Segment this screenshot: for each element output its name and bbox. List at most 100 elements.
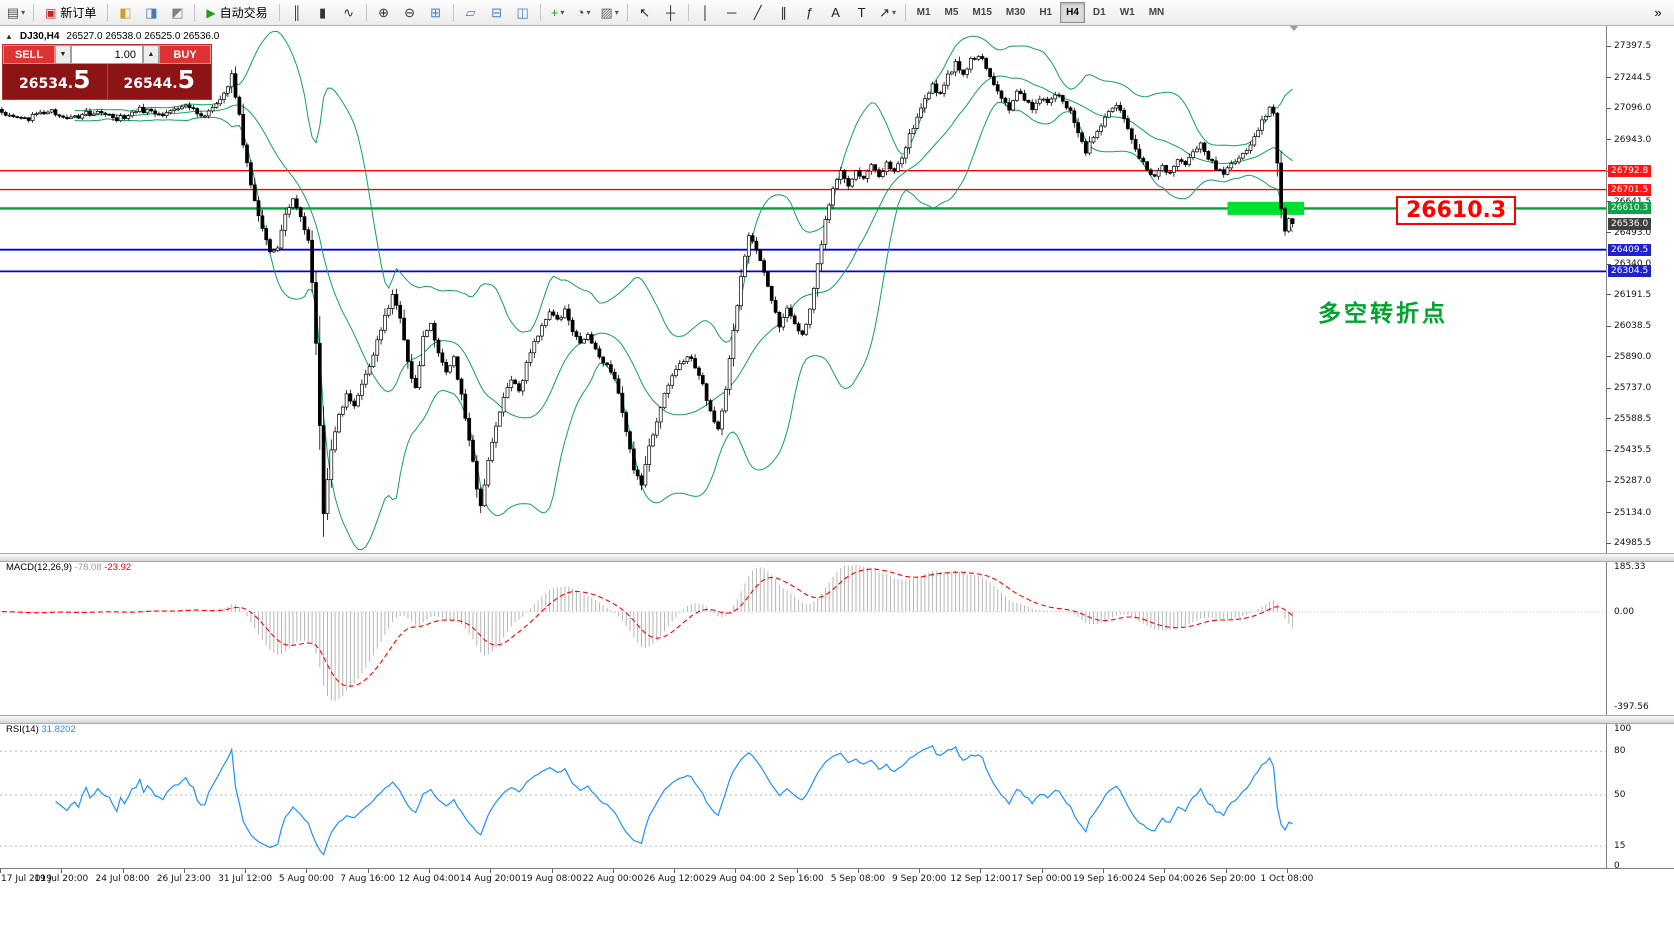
timeframe-mn-button[interactable]: MN [1148, 7, 1165, 18]
new-order-button[interactable]: ▣ 新订单 [38, 1, 103, 24]
timeframe-m1-button[interactable]: M1 [916, 7, 931, 18]
price-tick-mark [1607, 325, 1611, 327]
price-tick-mark [1607, 232, 1611, 234]
candlestick-chart-button[interactable]: ▮ [311, 1, 335, 24]
data-window-button[interactable]: ◩ [165, 1, 189, 24]
time-axis[interactable]: 17 Jul 2019 19 Jul 20:00 24 Jul 08:00 26 Ju… [0, 868, 1674, 890]
time-label: 19 Jul 20:00 [34, 874, 89, 884]
buy-button[interactable]: BUY [159, 45, 211, 64]
rsi-plot[interactable] [0, 722, 1606, 868]
cascade-windows-button[interactable]: ▱ [459, 1, 483, 24]
fibonacci-button[interactable]: ƒ [798, 1, 822, 24]
rsi-tick-label: 80 [1614, 746, 1626, 757]
trendline-button[interactable]: ╱ [746, 1, 770, 24]
price-tick-label: 25890.0 [1614, 351, 1652, 362]
main-chart[interactable]: ▲ DJ30,H4 26527.0 26538.0 26525.0 26536.… [0, 25, 1606, 553]
one-click-collapse-icon[interactable]: ▲ [5, 32, 13, 41]
time-label: 24 Jul 08:00 [95, 874, 150, 884]
profiles-button[interactable]: ◨ [139, 1, 163, 24]
volume-input[interactable] [71, 45, 143, 64]
bar-chart-button[interactable]: ║ [285, 1, 309, 24]
indicators-button[interactable]: + ▾ [546, 1, 570, 24]
time-tick-mark [183, 869, 185, 873]
toolbar-separator [107, 4, 109, 21]
vertical-line-button[interactable]: │ [694, 1, 718, 24]
sell-button[interactable]: SELL [3, 45, 55, 64]
buy-price[interactable]: 26544. 5 [106, 64, 212, 99]
price-callout[interactable]: 26610.3 [1396, 196, 1517, 225]
time-label: 9 Sep 20:00 [892, 874, 947, 884]
rsi-name: RSI(14) [6, 724, 39, 735]
dropdown-arrow-icon[interactable]: ▾ [586, 8, 591, 17]
time-label: 12 Sep 12:00 [950, 874, 1011, 884]
turning-point-note[interactable]: 多空转折点 [1318, 300, 1448, 326]
time-tick-mark [122, 869, 124, 873]
templates-button[interactable]: ▨ ▾ [598, 1, 622, 24]
toolbar-separator [278, 4, 280, 21]
new-order-button-label: 新订单 [60, 6, 97, 20]
price-axis[interactable]: 27397.527244.527096.026943.026790.026641… [1606, 25, 1674, 871]
trendline-icon: ╱ [753, 4, 762, 20]
toolbar-separator [687, 4, 689, 21]
timeframe-w1-button[interactable]: W1 [1119, 7, 1135, 18]
candlestick-plot[interactable] [0, 25, 1606, 553]
arrows-button[interactable]: ↗ ▾ [876, 1, 900, 24]
price-tick-mark [1607, 263, 1611, 265]
rsi-panel[interactable]: RSI(14) 31.8202 [0, 722, 1606, 868]
fibonacci-icon: ƒ [805, 5, 814, 20]
timeframe-m15-button[interactable]: M15 [972, 7, 992, 18]
toolbar-separator [194, 4, 196, 21]
indicators-icon: + [550, 5, 559, 20]
timeframe-m30-button[interactable]: M30 [1005, 7, 1026, 18]
time-label: 2 Sep 16:00 [769, 874, 824, 884]
line-chart-icon: ∿ [343, 4, 355, 20]
dropdown-arrow-icon[interactable]: ▾ [892, 8, 897, 17]
autotrading-icon: ▶ [206, 5, 216, 20]
channel-icon: ∥ [780, 4, 787, 20]
tile-horizontal-button[interactable]: ⊟ [485, 1, 509, 24]
time-tick-mark [1164, 869, 1166, 873]
timeframe-d1-button[interactable]: D1 [1092, 7, 1106, 18]
cursor-button[interactable]: ↖ [633, 1, 657, 24]
toolbar-separator [626, 4, 628, 21]
periods-button[interactable]: ◔ ▾ [572, 1, 596, 24]
tile-vertical-button[interactable]: ◫ [511, 1, 535, 24]
trade-controls-row: SELL ▼ ▲ BUY [3, 45, 211, 64]
zoom-out-button[interactable]: ⊖ [398, 1, 422, 24]
dropdown-arrow-icon[interactable]: ▾ [560, 8, 565, 17]
sell-price[interactable]: 26534. 5 [3, 64, 107, 99]
sell-price-main: 26534. [19, 76, 74, 92]
panel-separator[interactable] [0, 553, 1674, 562]
trade-prices-row: 26534. 5 26544. 5 [3, 64, 211, 99]
data-window-icon: ◩ [171, 4, 184, 20]
macd-panel[interactable]: MACD(12,26,9) -78.08 -23.92 [0, 560, 1606, 715]
macd-plot[interactable] [0, 560, 1606, 715]
price-tick-mark [1607, 418, 1611, 420]
autotrading-button[interactable]: ▶ 自动交易 [199, 1, 274, 24]
text-button[interactable]: A [824, 1, 848, 24]
rsi-tick-label: 0 [1614, 861, 1620, 871]
channel-button[interactable]: ∥ [772, 1, 796, 24]
label-button[interactable]: T [850, 1, 874, 24]
crosshair-button[interactable]: ┼ [659, 1, 683, 24]
line-chart-button[interactable]: ∿ [337, 1, 361, 24]
dropdown-arrow-icon[interactable]: ▾ [614, 8, 619, 17]
zoom-in-button[interactable]: ⊕ [372, 1, 396, 24]
timeframe-h4-button[interactable]: H4 [1060, 2, 1085, 23]
timeframe-m5-button[interactable]: M5 [944, 7, 959, 18]
bar-chart-icon: ║ [292, 5, 302, 20]
price-tick-mark [1607, 77, 1611, 79]
tile-windows-button[interactable]: ⊞ [424, 1, 448, 24]
new-chart-button[interactable]: ▤ ▾ [4, 1, 28, 24]
volume-increase-button[interactable]: ▲ [143, 45, 159, 64]
panel-separator[interactable] [0, 715, 1674, 724]
toolbar-overflow-icon[interactable]: » [1654, 5, 1662, 20]
market-watch-button[interactable]: ◧ [113, 1, 137, 24]
volume-decrease-button[interactable]: ▼ [55, 45, 71, 64]
horizontal-line-button[interactable]: ─ [720, 1, 744, 24]
rsi-value: 31.8202 [41, 724, 76, 735]
dropdown-arrow-icon[interactable]: ▾ [21, 8, 26, 17]
rsi-tick-label: 100 [1614, 724, 1632, 734]
timeframe-h1-button[interactable]: H1 [1039, 7, 1053, 18]
time-tick-mark [367, 869, 369, 873]
